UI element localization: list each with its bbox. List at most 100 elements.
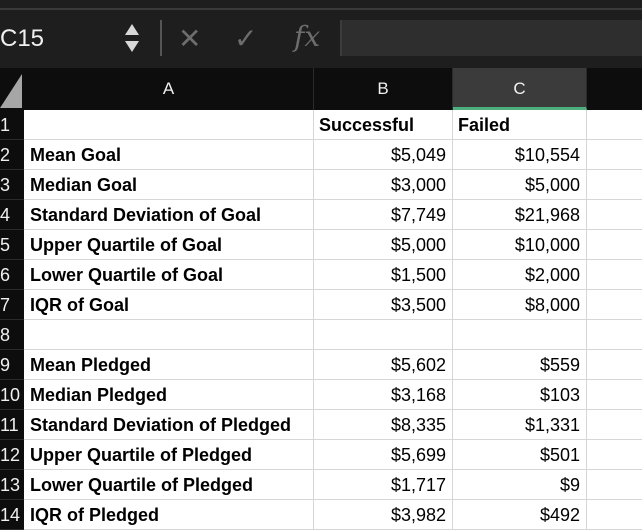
cell-d3[interactable] [587, 170, 642, 200]
cell-d8[interactable] [587, 320, 642, 350]
name-box-stepper[interactable] [122, 24, 142, 56]
cell-b3[interactable]: $3,000 [314, 170, 453, 200]
cell-b5[interactable]: $5,000 [314, 230, 453, 260]
cell-d7[interactable] [587, 290, 642, 320]
cell-d10[interactable] [587, 380, 642, 410]
row-header[interactable]: 10 [0, 380, 24, 410]
row-header[interactable]: 8 [0, 320, 24, 350]
table-row: Lower Quartile of Goal $1,500 $2,000 [24, 260, 642, 290]
row-headers: 1 2 3 4 5 6 7 8 9 10 11 12 13 14 [0, 110, 24, 530]
column-header-d[interactable] [587, 68, 642, 110]
cell-d11[interactable] [587, 410, 642, 440]
toolbar-divider [0, 8, 642, 10]
cell-c11[interactable]: $1,331 [453, 410, 587, 440]
cell-b6[interactable]: $1,500 [314, 260, 453, 290]
column-header-c[interactable]: C [453, 68, 587, 110]
select-all-button[interactable] [0, 68, 24, 110]
table-row: Standard Deviation of Goal $7,749 $21,96… [24, 200, 642, 230]
cell-d6[interactable] [587, 260, 642, 290]
formula-bar-divider [160, 20, 162, 56]
cell-a11[interactable]: Standard Deviation of Pledged [24, 410, 314, 440]
formula-bar: C15 ✕ ✓ fx [0, 0, 642, 68]
row-header[interactable]: 6 [0, 260, 24, 290]
cell-d13[interactable] [587, 470, 642, 500]
cell-a6[interactable]: Lower Quartile of Goal [24, 260, 314, 290]
row-header[interactable]: 3 [0, 170, 24, 200]
row-header[interactable]: 11 [0, 410, 24, 440]
table-row: IQR of Pledged $3,982 $492 [24, 500, 642, 530]
cell-d1[interactable] [587, 110, 642, 140]
table-row: Successful Failed [24, 110, 642, 140]
cell-c6[interactable]: $2,000 [453, 260, 587, 290]
cell-b13[interactable]: $1,717 [314, 470, 453, 500]
row-header[interactable]: 14 [0, 500, 24, 530]
row-header[interactable]: 4 [0, 200, 24, 230]
table-row: Mean Pledged $5,602 $559 [24, 350, 642, 380]
cell-c7[interactable]: $8,000 [453, 290, 587, 320]
cell-d14[interactable] [587, 500, 642, 530]
table-row: Lower Quartile of Pledged $1,717 $9 [24, 470, 642, 500]
cell-a9[interactable]: Mean Pledged [24, 350, 314, 380]
row-header[interactable]: 13 [0, 470, 24, 500]
confirm-icon[interactable]: ✓ [234, 23, 258, 54]
column-header-b[interactable]: B [314, 68, 453, 110]
row-header[interactable]: 7 [0, 290, 24, 320]
row-header[interactable]: 9 [0, 350, 24, 380]
column-header-a[interactable]: A [24, 68, 314, 110]
cell-d2[interactable] [587, 140, 642, 170]
cell-b9[interactable]: $5,602 [314, 350, 453, 380]
cell-b4[interactable]: $7,749 [314, 200, 453, 230]
cell-d9[interactable] [587, 350, 642, 380]
table-row [24, 320, 642, 350]
cell-a1[interactable] [24, 110, 314, 140]
cell-c14[interactable]: $492 [453, 500, 587, 530]
cell-a13[interactable]: Lower Quartile of Pledged [24, 470, 314, 500]
cell-c3[interactable]: $5,000 [453, 170, 587, 200]
cell-a3[interactable]: Median Goal [24, 170, 314, 200]
cell-c8[interactable] [453, 320, 587, 350]
cell-a14[interactable]: IQR of Pledged [24, 500, 314, 530]
select-all-triangle-icon[interactable] [0, 74, 22, 108]
row-header[interactable]: 5 [0, 230, 24, 260]
cell-c4[interactable]: $21,968 [453, 200, 587, 230]
cell-a7[interactable]: IQR of Goal [24, 290, 314, 320]
cell-c13[interactable]: $9 [453, 470, 587, 500]
cell-a8[interactable] [24, 320, 314, 350]
cell-b7[interactable]: $3,500 [314, 290, 453, 320]
cell-a10[interactable]: Median Pledged [24, 380, 314, 410]
cell-c5[interactable]: $10,000 [453, 230, 587, 260]
cell-a4[interactable]: Standard Deviation of Goal [24, 200, 314, 230]
row-header[interactable]: 1 [0, 110, 24, 140]
cell-d12[interactable] [587, 440, 642, 470]
spreadsheet-grid: Successful Failed Mean Goal $5,049 $10,5… [24, 110, 642, 530]
cell-c1[interactable]: Failed [453, 110, 587, 140]
cell-d4[interactable] [587, 200, 642, 230]
name-box[interactable]: C15 [0, 20, 148, 58]
table-row: Standard Deviation of Pledged $8,335 $1,… [24, 410, 642, 440]
formula-input[interactable] [340, 20, 642, 56]
cell-b1[interactable]: Successful [314, 110, 453, 140]
cell-a2[interactable]: Mean Goal [24, 140, 314, 170]
cell-a12[interactable]: Upper Quartile of Pledged [24, 440, 314, 470]
cell-b2[interactable]: $5,049 [314, 140, 453, 170]
table-row: Mean Goal $5,049 $10,554 [24, 140, 642, 170]
cell-b11[interactable]: $8,335 [314, 410, 453, 440]
function-icon[interactable]: fx [294, 20, 321, 53]
cell-a5[interactable]: Upper Quartile of Goal [24, 230, 314, 260]
table-row: Median Pledged $3,168 $103 [24, 380, 642, 410]
cell-b8[interactable] [314, 320, 453, 350]
cell-b12[interactable]: $5,699 [314, 440, 453, 470]
cell-b14[interactable]: $3,982 [314, 500, 453, 530]
chevron-up-icon[interactable] [125, 24, 139, 35]
cell-c2[interactable]: $10,554 [453, 140, 587, 170]
cell-c9[interactable]: $559 [453, 350, 587, 380]
cell-c10[interactable]: $103 [453, 380, 587, 410]
chevron-down-icon[interactable] [125, 41, 139, 52]
row-header[interactable]: 2 [0, 140, 24, 170]
cancel-icon[interactable]: ✕ [178, 23, 202, 54]
cell-c12[interactable]: $501 [453, 440, 587, 470]
cell-d5[interactable] [587, 230, 642, 260]
table-row: IQR of Goal $3,500 $8,000 [24, 290, 642, 320]
cell-b10[interactable]: $3,168 [314, 380, 453, 410]
row-header[interactable]: 12 [0, 440, 24, 470]
